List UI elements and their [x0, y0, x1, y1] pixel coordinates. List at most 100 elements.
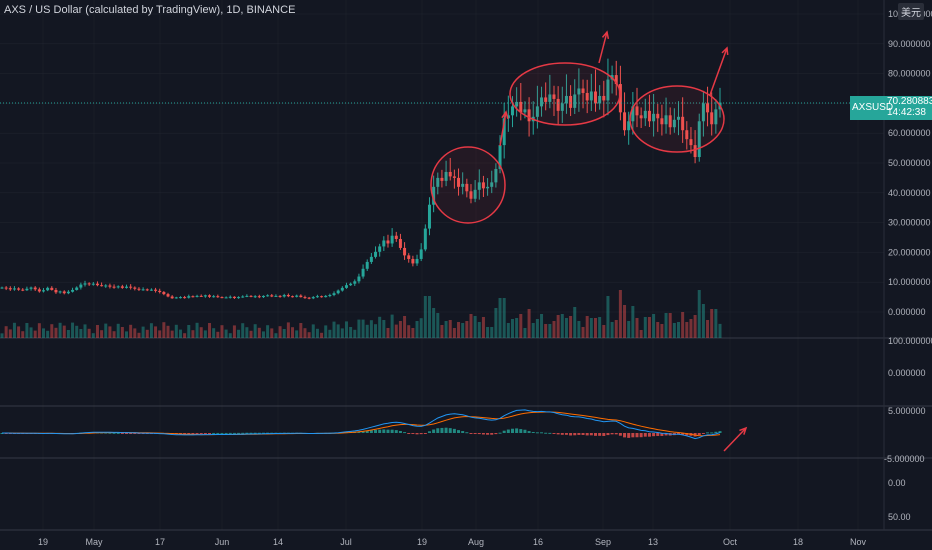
macd-histogram-bar	[203, 433, 207, 434]
volume-bar	[108, 326, 112, 338]
volume-bar	[672, 323, 676, 338]
volume-bar	[369, 320, 373, 338]
volume-bar	[295, 330, 299, 338]
volume-bar	[253, 324, 257, 338]
volume-bar	[58, 322, 62, 338]
time-axis[interactable]: 19 May 17 Jun 14 Jul 19 Aug 16 Sep 13 Oct 18 Nov	[38, 537, 867, 547]
volume-bar	[643, 317, 647, 338]
volume-bar	[50, 324, 54, 338]
macd-tick-label: -5.000000	[884, 454, 925, 464]
candle-body	[162, 292, 166, 295]
candle-body	[336, 290, 340, 294]
macd-histogram-bar	[564, 433, 568, 435]
macd-histogram-bar	[419, 433, 423, 435]
volume-bar	[623, 305, 627, 338]
candle-body	[693, 145, 697, 158]
volume-bar	[191, 330, 195, 338]
candle-body	[270, 295, 274, 297]
macd-histogram-bar	[444, 427, 448, 433]
price-tick-label: 80.000000	[888, 69, 931, 79]
volume-bar	[270, 328, 274, 338]
macd-histogram-bar	[249, 432, 253, 434]
annotation-ellipse	[629, 85, 725, 153]
annotation-ellipse	[430, 146, 506, 224]
candle-body	[170, 296, 174, 299]
volume-bar	[481, 317, 485, 338]
volume-bar	[598, 317, 602, 338]
candle-body	[199, 295, 203, 297]
annotation-arrowhead	[739, 426, 748, 435]
volume-bar	[141, 326, 145, 338]
candle-body	[133, 287, 137, 289]
time-tick-label: 19	[417, 537, 427, 547]
macd-histogram-bar	[531, 431, 535, 433]
candle-body	[552, 94, 556, 99]
macd-histogram-bar	[133, 433, 137, 434]
volume-bar	[0, 333, 4, 338]
macd-histogram-bar	[685, 433, 689, 436]
volume-bar	[477, 322, 481, 338]
volume-bar	[17, 326, 21, 338]
macd-histogram-bar	[486, 433, 490, 435]
lower-tick-label: 0.00	[888, 478, 906, 488]
candle-body	[320, 296, 324, 298]
candle-body	[473, 189, 477, 199]
candle-body	[664, 115, 668, 125]
volume-bar	[419, 318, 423, 338]
volume-bar	[701, 304, 705, 338]
volume-bar	[564, 318, 568, 338]
candle-body	[398, 238, 402, 248]
macd-histogram-bar	[212, 432, 216, 434]
macd-histogram-bar	[253, 432, 257, 434]
time-tick-label: Jul	[340, 537, 352, 547]
candle-body	[631, 106, 635, 122]
macd-histogram-bar	[137, 433, 141, 434]
volume-bar	[178, 329, 182, 338]
candle-body	[315, 296, 319, 298]
volume-bar	[515, 318, 519, 338]
price-tag-countdown: 14:42:38	[887, 107, 926, 118]
macd-histogram-bar	[473, 433, 477, 435]
volume-bar	[602, 325, 606, 338]
macd-histogram-bar	[261, 432, 265, 434]
volume-bar	[324, 325, 328, 338]
macd-histogram-bar	[257, 432, 261, 434]
candle-body	[149, 289, 153, 291]
candle-body	[710, 112, 714, 125]
candle-body	[83, 283, 87, 285]
candle-body	[303, 297, 307, 299]
time-tick-label: Jun	[215, 537, 230, 547]
volume-bar	[37, 323, 41, 338]
candle-body	[332, 293, 336, 296]
candle-body	[224, 297, 228, 299]
volume-bar	[386, 328, 390, 338]
candle-body	[606, 79, 610, 101]
candle-body	[4, 287, 8, 289]
macd-histogram-bar	[432, 429, 436, 433]
chart-title: AXS / US Dollar (calculated by TradingVi…	[4, 4, 296, 16]
drawing-annotations[interactable]	[430, 30, 748, 452]
candle-body	[540, 97, 544, 107]
candle-body	[42, 290, 46, 292]
candle-body	[486, 186, 490, 189]
price-tag-symbol: AXSUSD	[852, 102, 894, 113]
candle-body	[75, 287, 79, 290]
macd-histogram-bar	[398, 430, 402, 433]
volume-bar	[224, 329, 228, 338]
macd-histogram-bar	[232, 432, 236, 434]
volume-bar	[664, 313, 668, 338]
candle-body	[232, 296, 236, 298]
macd-histogram-bar	[618, 433, 622, 436]
candle-body	[589, 91, 593, 101]
candle-body	[556, 98, 560, 111]
volume-bar	[46, 330, 50, 338]
macd-histogram-bar	[652, 433, 656, 437]
price-tick-label: 40.000000	[888, 188, 931, 198]
currency-badge[interactable]: 美元	[898, 3, 924, 20]
candle-body	[145, 289, 149, 291]
volume-bar	[116, 323, 120, 338]
macd-histogram-bar	[452, 428, 456, 433]
volume-bar	[261, 331, 265, 338]
volume-bar	[95, 325, 99, 338]
